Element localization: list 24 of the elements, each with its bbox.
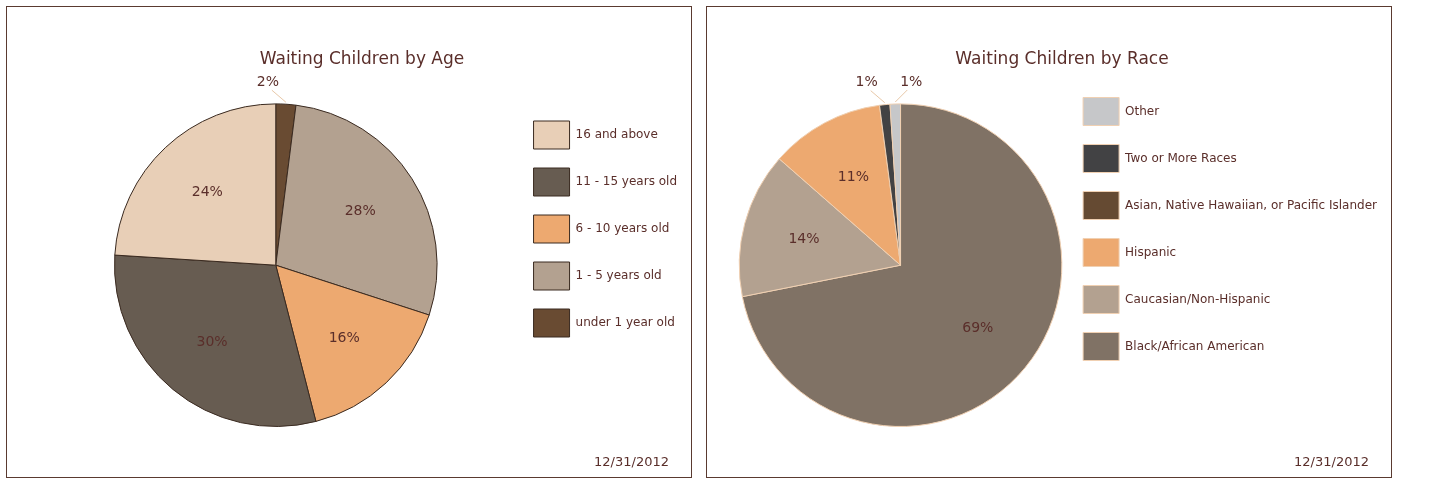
legend-label: 16 and above [575,127,658,142]
legend-label: 11 - 15 years old [575,174,678,189]
data-label: 11% [837,167,869,184]
legend-label: Other [1125,103,1160,118]
data-label: 2% [256,72,280,89]
legend-label: Caucasian/Non-Hispanic [1125,291,1271,306]
legend-label: 6 - 10 years old [575,221,670,236]
legend-label: Asian, Native Hawaiian, or Pacific Islander [1125,197,1378,212]
data-label: 1% [900,72,923,89]
chart-title: Waiting Children by Age [259,47,465,68]
text: 12/31/2012 [594,454,669,469]
legend-label: 1 - 5 years old [575,268,662,283]
data-label: 28% [344,202,376,219]
data-label: 1% [855,73,878,90]
text: 12/31/2012 [1294,454,1369,469]
legend-label: Black/African American [1125,338,1265,353]
legend-label: Two or More Races [1124,150,1237,165]
chart-title: Waiting Children by Race [955,47,1169,68]
data-label: 69% [962,319,994,336]
data-label: 14% [788,229,820,246]
legend-label: Hispanic [1125,244,1177,259]
data-label: 16% [328,328,360,345]
data-label: 24% [191,182,223,199]
legend-label: under 1 year old [575,315,675,330]
